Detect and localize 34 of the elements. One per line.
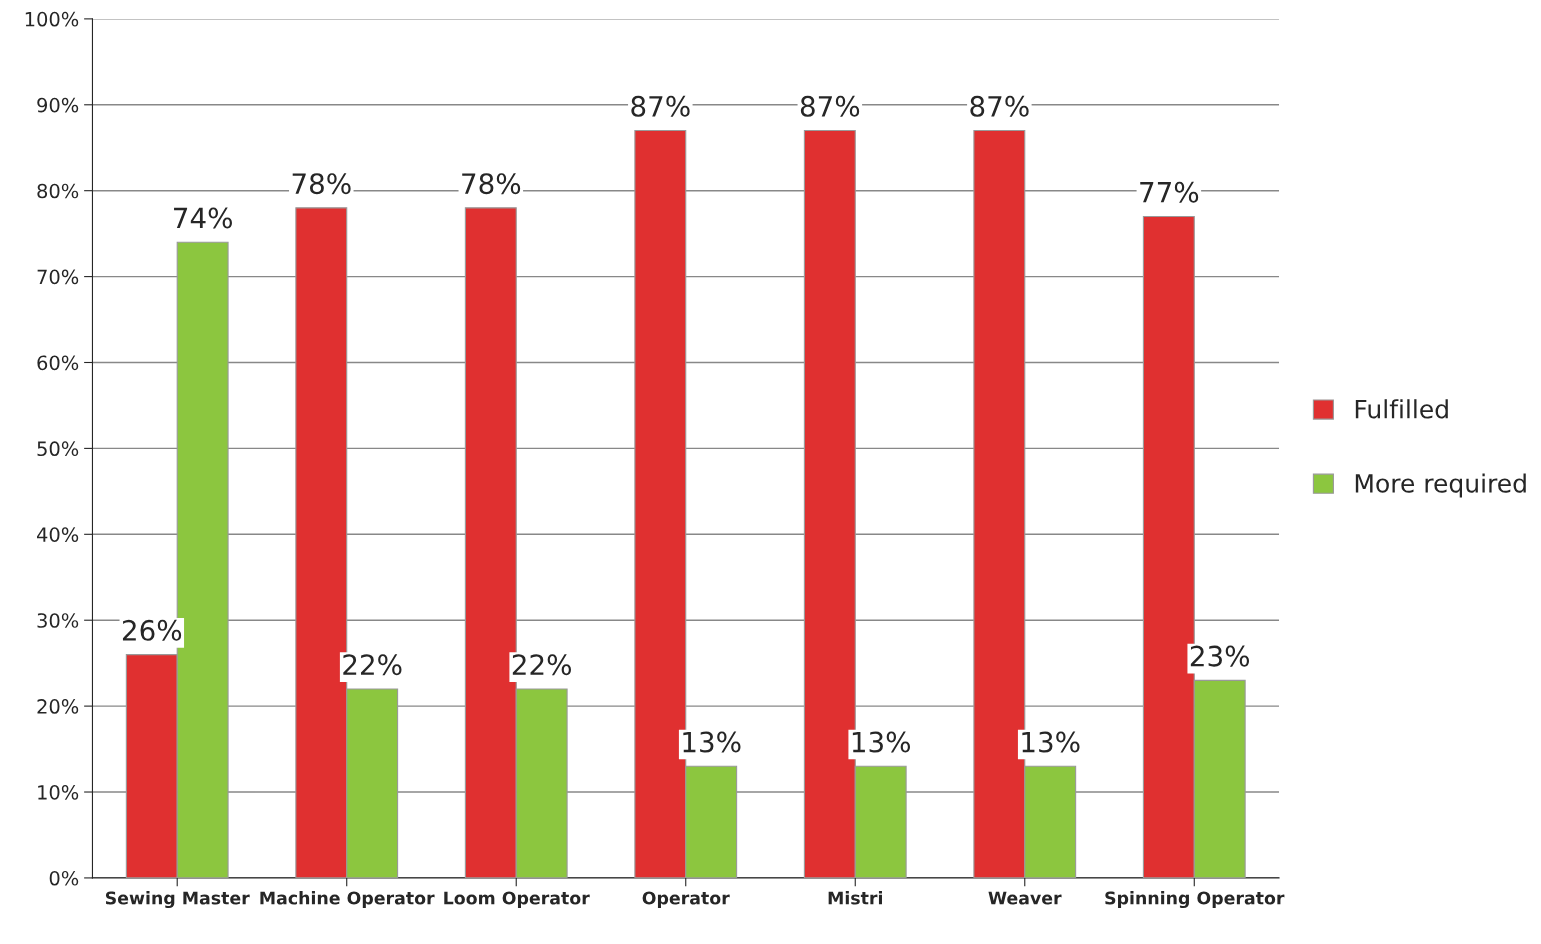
y-tick-label: 60% (37, 355, 79, 371)
y-tick-label: 80% (37, 183, 79, 199)
y-tick-label: 50% (37, 441, 79, 457)
x-tick-label: Weaver (988, 891, 1062, 905)
data-label: 77% (1140, 181, 1199, 203)
y-tick-label: 30% (37, 613, 79, 628)
y-tick-label: 100% (25, 11, 79, 27)
data-label: 13% (1022, 731, 1080, 753)
data-label: 13% (852, 731, 911, 753)
legend-label: More required (1355, 473, 1526, 498)
x-tick-label: Spinning Operator (1105, 891, 1285, 909)
data-label: 22% (343, 654, 402, 676)
x-tick-label: Operator (642, 891, 730, 908)
data-label: 87% (800, 95, 860, 117)
y-tick-label: 20% (37, 699, 79, 714)
data-label: 23% (1190, 645, 1250, 667)
data-label: 13% (683, 731, 741, 753)
data-label: 78% (292, 173, 351, 195)
data-label: 22% (512, 654, 571, 676)
data-label: 87% (970, 95, 1029, 117)
x-tick-label: Loom Operator (444, 891, 590, 908)
legend-label: Fulfilled (1355, 399, 1448, 419)
data-label: 74% (174, 207, 232, 229)
x-tick-label: Mistri (828, 891, 882, 905)
y-tick-label: 70% (37, 269, 79, 285)
y-tick-label: 40% (37, 527, 79, 542)
data-label: 26% (122, 619, 182, 641)
data-label: 87% (631, 95, 690, 117)
x-tick-label: Sewing Master (105, 891, 250, 909)
y-tick-label: 0% (49, 870, 79, 886)
y-tick-label: 90% (37, 97, 79, 113)
x-tick-label: Machine Operator (260, 891, 435, 908)
data-label: 78% (462, 173, 521, 195)
y-tick-label: 10% (38, 784, 79, 800)
